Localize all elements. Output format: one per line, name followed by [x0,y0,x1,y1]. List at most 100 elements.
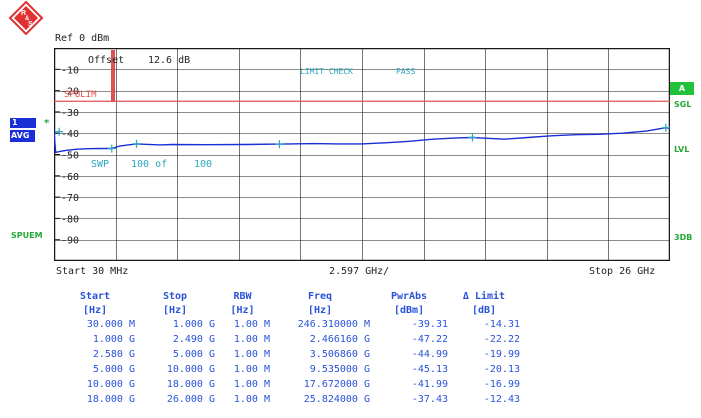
offset-bar [111,50,115,102]
cell-pwrabs: -45.13 [411,364,448,375]
table-row: 30.000 M 1.000 G 1.00 M 246.310000 M -39.31 -… [55,317,520,332]
cell-start: 1.000 G [92,334,135,345]
cell-start: 5.000 G [92,364,135,375]
marker-cross [275,140,284,149]
table-header-row: Start Stop RBW Freq PwrAbs Δ Limit [55,289,520,303]
offset-value: 12.6 dB [148,55,190,66]
cell-pwrabs: -37.43 [411,394,448,405]
marker-cross [661,123,670,132]
plot-border [54,48,670,261]
cell-stop: 18.000 G [166,379,215,390]
y-tick-label: -70 [61,193,79,204]
unit-start: [Hz] [82,304,108,316]
measurement-mode-label: SPUEM [11,231,43,240]
marker-cross [55,127,64,136]
sweep-label: SWP [91,159,109,170]
cell-pwrabs: -47.22 [411,334,448,345]
spectrum-trace [54,126,670,154]
spectrum-plot[interactable]: -10 -20 -30 -40 -50 -60 -70 -80 -90 Offset 12.6 … [54,48,670,261]
sweep-count: 100 of [131,159,167,170]
logo-letter-amp: & [25,16,30,22]
y-tick-label: -60 [61,172,79,183]
cell-rbw: 1.00 M [233,394,270,405]
cell-stop: 1.000 G [172,319,215,330]
cell-pwrabs: -41.99 [411,379,448,390]
header-freq: Freq [307,290,333,302]
cell-delta-limit: -20.13 [483,364,520,375]
table-row: 10.000 G 18.000 G 1.00 M 17.672000 G -41.99 -… [55,377,520,392]
cell-freq: 2.466160 G [309,334,370,345]
rohde-schwarz-logo: R & S [8,0,44,36]
filter-3db-label: 3DB [674,233,693,242]
cell-delta-limit: -14.31 [483,319,520,330]
start-frequency: Start 30 MHz [56,266,129,277]
trace-modified-marker: * [44,118,50,129]
header-pwrabs: PwrAbs [390,290,428,302]
header-rbw: RBW [233,290,252,302]
cell-delta-limit: -12.43 [483,394,520,405]
offset-label: Offset [88,55,124,66]
unit-pwrabs: [dBm] [393,304,425,316]
trace-markers [55,123,670,153]
span-per-division: 2.597 GHz/ [329,266,390,277]
y-tick-label: -50 [61,151,79,162]
y-tick-label: -30 [61,108,79,119]
trace-number-badge[interactable]: 1 [10,118,36,128]
unit-stop: [Hz] [162,304,188,316]
cell-rbw: 1.00 M [233,319,270,330]
cell-delta-limit: -16.99 [483,379,520,390]
cell-stop: 10.000 G [166,364,215,375]
cell-rbw: 1.00 M [233,349,270,360]
header-delta-limit: Δ Limit [462,290,506,302]
cell-pwrabs: -44.99 [411,349,448,360]
marker-cross [107,144,116,153]
y-tick-label: -80 [61,214,79,225]
screen-a-badge[interactable]: A [670,82,694,95]
logo-letter-r: R [21,10,26,17]
header-stop: Stop [162,290,188,302]
cell-freq: 9.535000 G [309,364,370,375]
cell-start: 30.000 M [86,319,135,330]
cell-freq: 3.506860 G [309,349,370,360]
spurious-results-table: Start Stop RBW Freq PwrAbs Δ Limit [Hz] … [55,289,520,407]
trace-mode-badge[interactable]: AVG [10,130,35,142]
cell-freq: 246.310000 M [297,319,370,330]
cell-pwrabs: -39.31 [411,319,448,330]
y-tick-label: -40 [61,129,79,140]
stop-frequency: Stop 26 GHz [589,266,656,277]
marker-cross [132,139,141,148]
cell-rbw: 1.00 M [233,379,270,390]
cell-freq: 17.672000 G [303,379,370,390]
unit-rbw: [Hz] [230,304,255,316]
limit-check-label: LIMIT CHECK [300,67,353,76]
y-tick-label: -90 [61,236,79,247]
level-label: LVL [674,145,690,154]
cell-start: 2.580 G [92,349,135,360]
table-units-row: [Hz] [Hz] [Hz] [Hz] [dBm] [dB] [55,303,520,317]
cell-stop: 26.000 G [166,394,215,405]
sweep-total: 100 [194,159,212,170]
y-tick-label: -10 [61,65,79,76]
cell-start: 10.000 G [86,379,135,390]
reference-level-label: Ref 0 dBm [55,33,110,44]
unit-delta-limit: [dB] [471,304,497,316]
cell-delta-limit: -19.99 [483,349,520,360]
marker-cross [468,133,477,142]
plot-grid [54,48,670,261]
unit-freq: [Hz] [307,304,333,316]
cell-rbw: 1.00 M [233,334,270,345]
table-row: 18.000 G 26.000 G 1.00 M 25.824000 G -37.43 -… [55,392,520,407]
cell-freq: 25.824000 G [303,394,370,405]
header-start: Start [79,290,111,302]
y-tick-labels: -10 -20 -30 -40 -50 -60 -70 -80 -90 [54,65,79,247]
table-row: 5.000 G 10.000 G 1.00 M 9.535000 G -45.13 -20… [55,362,520,377]
cell-stop: 2.490 G [172,334,215,345]
cell-delta-limit: -22.22 [483,334,520,345]
y-tick-label: -20 [61,87,79,98]
limit-check-result: PASS [396,67,415,76]
table-row: 1.000 G 2.490 G 1.00 M 2.466160 G -47.22 -22.… [55,332,520,347]
table-row: 2.580 G 5.000 G 1.00 M 3.506860 G -44.99 -19.… [55,347,520,362]
single-sweep-label: SGL [674,100,692,109]
logo-letter-s: S [28,21,33,28]
cell-rbw: 1.00 M [233,364,270,375]
